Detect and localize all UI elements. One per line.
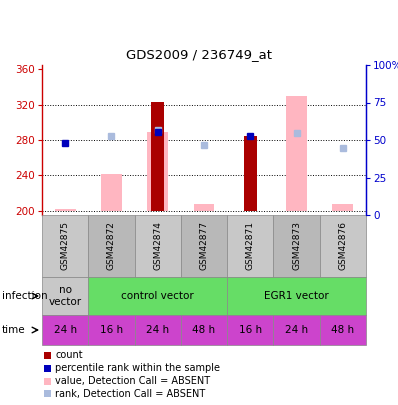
Text: no
vector: no vector: [49, 285, 82, 307]
Bar: [135, 315, 181, 345]
Bar: [44, 390, 51, 397]
Bar: [320, 315, 366, 345]
Bar: [44, 352, 51, 359]
Bar: [135, 215, 181, 277]
Bar: [181, 315, 227, 345]
Text: percentile rank within the sample: percentile rank within the sample: [55, 363, 220, 373]
Text: EGR1 vector: EGR1 vector: [264, 291, 329, 301]
Bar: [286, 96, 307, 211]
Text: 24 h: 24 h: [146, 325, 169, 335]
Text: infection: infection: [2, 291, 48, 301]
Bar: [227, 315, 273, 345]
Bar: [42, 315, 88, 345]
Bar: [44, 364, 51, 372]
Text: rank, Detection Call = ABSENT: rank, Detection Call = ABSENT: [55, 389, 205, 399]
Text: GSM42877: GSM42877: [199, 222, 209, 271]
Text: 48 h: 48 h: [331, 325, 355, 335]
Text: count: count: [55, 350, 83, 360]
Text: GDS2009 / 236749_at: GDS2009 / 236749_at: [126, 48, 272, 61]
Bar: [193, 204, 215, 211]
Bar: [244, 136, 257, 211]
Bar: [88, 215, 135, 277]
Text: GSM42874: GSM42874: [153, 222, 162, 271]
Text: 24 h: 24 h: [285, 325, 308, 335]
Text: GSM42876: GSM42876: [338, 222, 347, 271]
Bar: [147, 132, 168, 211]
Bar: [42, 277, 88, 315]
Text: time: time: [2, 325, 25, 335]
Bar: [101, 175, 122, 211]
Bar: [332, 205, 353, 211]
Bar: [273, 215, 320, 277]
Text: GSM42873: GSM42873: [292, 222, 301, 271]
Text: GSM42875: GSM42875: [60, 222, 70, 271]
Text: 16 h: 16 h: [100, 325, 123, 335]
Bar: [273, 315, 320, 345]
Bar: [88, 277, 227, 315]
Bar: [88, 315, 135, 345]
Text: GSM42872: GSM42872: [107, 222, 116, 271]
Bar: [44, 377, 51, 385]
Bar: [42, 215, 88, 277]
Bar: [55, 209, 76, 211]
Bar: [181, 215, 227, 277]
Bar: [320, 215, 366, 277]
Text: GSM42871: GSM42871: [246, 222, 255, 271]
Text: control vector: control vector: [121, 291, 194, 301]
Text: 48 h: 48 h: [193, 325, 216, 335]
Text: 24 h: 24 h: [54, 325, 77, 335]
Bar: [227, 277, 366, 315]
Text: 16 h: 16 h: [239, 325, 262, 335]
Bar: [227, 215, 273, 277]
Bar: [151, 102, 164, 211]
Text: value, Detection Call = ABSENT: value, Detection Call = ABSENT: [55, 376, 210, 386]
